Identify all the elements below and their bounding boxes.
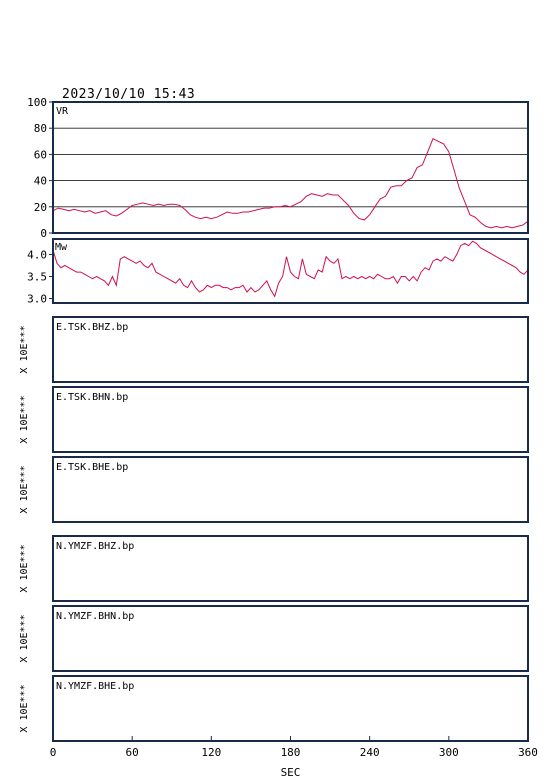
mw-ytick-label: 3.5 — [27, 271, 47, 284]
mw-series-line — [52, 240, 529, 298]
trace-scale-label: X 10E*** — [19, 465, 30, 513]
trace-frame — [52, 316, 529, 383]
mw-panel-label: Mw — [55, 242, 68, 253]
vr-ytick-label: 0 — [40, 227, 47, 240]
x-tick-label: 300 — [439, 746, 459, 759]
vr-ytick-label: 60 — [34, 148, 47, 161]
trace-frame — [52, 675, 529, 742]
x-tick-label: 360 — [518, 746, 538, 759]
vr-ytick-label: 20 — [34, 201, 47, 214]
trace-label: N.YMZF.BHE.bp — [56, 681, 134, 692]
trace-panels: E.TSK.BHZ.bp X 10E*** E.TSK.BHN.bp X 10E***… — [19, 316, 529, 742]
vr-ytick-label: 80 — [34, 122, 47, 135]
x-axis-label: SEC — [281, 766, 301, 779]
vr-ytick-label: 40 — [34, 175, 47, 188]
x-tick-label: 60 — [126, 746, 139, 759]
trace-panel: N.YMZF.BHE.bp X 10E*** — [19, 675, 529, 742]
trace-panel: E.TSK.BHZ.bp X 10E*** — [19, 316, 529, 383]
datetime-label: 2023/10/10 15:43 — [62, 87, 195, 102]
trace-panel: N.YMZF.BHZ.bp X 10E*** — [19, 535, 529, 602]
x-tick-label: 240 — [360, 746, 380, 759]
trace-label: E.TSK.BHZ.bp — [56, 322, 128, 333]
trace-panel: E.TSK.BHE.bp X 10E*** — [19, 456, 529, 523]
mw-ytick-label: 4.0 — [27, 248, 47, 261]
mw-frame — [52, 238, 529, 304]
trace-label: N.YMZF.BHN.bp — [56, 611, 134, 622]
mw-panel: 3.0 3.5 4.0 Mw — [27, 238, 529, 306]
trace-frame — [52, 605, 529, 672]
x-tick-label: 180 — [281, 746, 301, 759]
trace-scale-label: X 10E*** — [19, 395, 30, 443]
mw-ytick-label: 3.0 — [27, 293, 47, 306]
x-tick-label: 120 — [201, 746, 221, 759]
x-tick-label: 0 — [50, 746, 57, 759]
vr-series-line — [52, 138, 529, 229]
trace-panel: N.YMZF.BHN.bp X 10E*** — [19, 605, 529, 672]
vr-frame — [52, 101, 529, 234]
trace-panel: E.TSK.BHN.bp X 10E*** — [19, 386, 529, 453]
trace-label: N.YMZF.BHZ.bp — [56, 541, 134, 552]
trace-label: E.TSK.BHN.bp — [56, 392, 128, 403]
x-axis: 0 60 120 180 240 300 360 SEC — [50, 736, 538, 779]
trace-scale-label: X 10E*** — [19, 684, 30, 732]
trace-frame — [52, 535, 529, 602]
trace-frame — [52, 386, 529, 453]
trace-scale-label: X 10E*** — [19, 325, 30, 373]
trace-scale-label: X 10E*** — [19, 614, 30, 662]
trace-frame — [52, 456, 529, 523]
trace-label: E.TSK.BHE.bp — [56, 462, 128, 473]
vr-panel-label: VR — [56, 106, 69, 117]
vr-ytick-label: 100 — [27, 96, 47, 109]
trace-scale-label: X 10E*** — [19, 544, 30, 592]
vr-panel: 0 20 40 60 80 100 VR — [27, 96, 529, 240]
